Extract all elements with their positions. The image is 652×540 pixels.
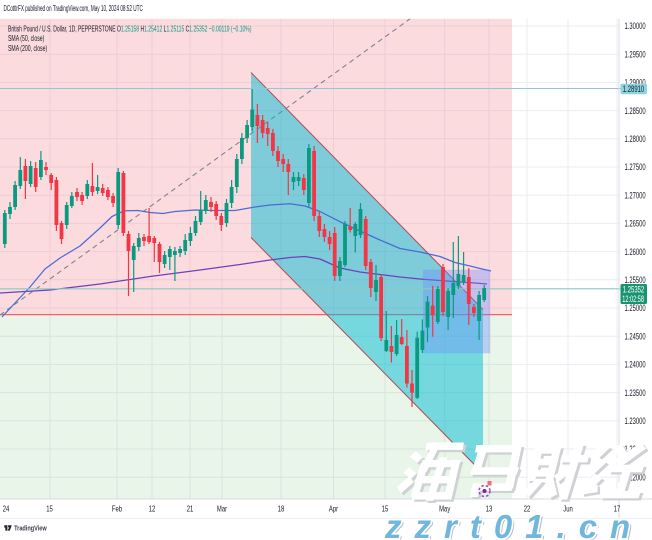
svg-text:12:02:58: 12:02:58: [622, 293, 644, 304]
svg-text:1.24500: 1.24500: [625, 331, 646, 342]
svg-text:TradingView: TradingView: [14, 525, 47, 533]
svg-text:Jun: Jun: [563, 506, 573, 514]
svg-text:Feb: Feb: [112, 506, 122, 514]
svg-text:SMA (50, close): SMA (50, close): [8, 34, 44, 44]
svg-text:Apr: Apr: [329, 506, 339, 514]
svg-text:zzrt01.cn: zzrt01.cn: [384, 508, 643, 540]
svg-text:1.28910: 1.28910: [623, 84, 644, 95]
svg-text:1.27500: 1.27500: [625, 162, 646, 173]
svg-text:22: 22: [524, 506, 531, 514]
svg-text:1.28500: 1.28500: [625, 105, 646, 116]
svg-text:1.23000: 1.23000: [625, 416, 646, 427]
svg-text:15: 15: [382, 506, 389, 514]
svg-text:DCottlrFX published on Trading: DCottlrFX published on TradingView.com, …: [4, 5, 143, 14]
svg-text:1.25500: 1.25500: [625, 275, 646, 286]
svg-text:24: 24: [3, 506, 10, 514]
svg-text:1.25000: 1.25000: [625, 303, 646, 314]
svg-text:1.30000: 1.30000: [625, 21, 646, 32]
svg-text:zzrt01.cn: zzrt01.cn: [386, 510, 645, 540]
svg-text:1.26000: 1.26000: [625, 246, 646, 257]
svg-text:17: 17: [614, 506, 621, 514]
svg-text:1.26500: 1.26500: [625, 218, 646, 229]
svg-text:May: May: [439, 506, 451, 514]
svg-text:21: 21: [187, 506, 194, 514]
svg-text:1.27000: 1.27000: [625, 190, 646, 201]
svg-text:Mar: Mar: [217, 506, 228, 514]
svg-text:15: 15: [46, 506, 53, 514]
svg-text:1.22000: 1.22000: [625, 472, 646, 483]
svg-text:12: 12: [149, 506, 156, 514]
svg-text:British Pound / U.S. Dollar, 1: British Pound / U.S. Dollar, 1D, PEPPERS…: [8, 25, 251, 34]
svg-text:18: 18: [278, 506, 285, 514]
svg-text:13: 13: [486, 506, 493, 514]
svg-text:1.29500: 1.29500: [625, 49, 646, 60]
svg-text:1.29000: 1.29000: [625, 77, 646, 88]
svg-text:SMA (200, close): SMA (200, close): [8, 44, 47, 54]
svg-text:1.25352: 1.25352: [623, 284, 644, 295]
svg-text:1.28000: 1.28000: [625, 134, 646, 145]
svg-text:1.23500: 1.23500: [625, 387, 646, 398]
svg-text:1.24000: 1.24000: [625, 359, 646, 370]
